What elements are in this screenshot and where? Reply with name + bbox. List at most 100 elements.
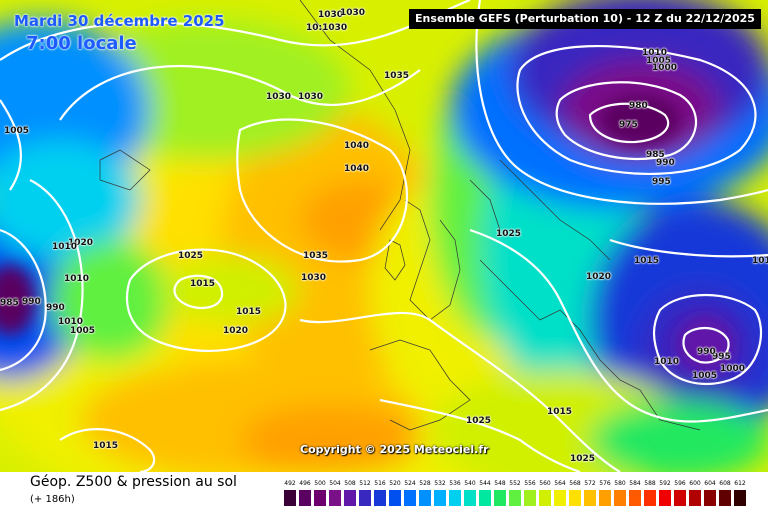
legend-color-swatch: [284, 490, 296, 506]
legend-value-label: 540: [464, 480, 476, 487]
legend-value-label: 532: [434, 480, 446, 487]
legend-value-label: 592: [659, 480, 671, 487]
isobar-label: 1010: [58, 317, 84, 327]
isobar-label: 985: [0, 298, 19, 308]
legend-value-label: 580: [614, 480, 626, 487]
legend-color-swatch: [614, 490, 626, 506]
isobar-label: 990: [656, 158, 675, 168]
legend-color-swatch: [569, 490, 581, 506]
isobar-label: 1030: [301, 273, 327, 283]
legend-color-swatch: [344, 490, 356, 506]
isobar-label: 1020: [68, 238, 94, 248]
isobar-label: 1030: [266, 92, 292, 102]
isobar-label: 1005: [4, 126, 30, 136]
isobar-label: 1020: [586, 272, 612, 282]
legend-value-label: 552: [509, 480, 521, 487]
legend-value-label: 492: [284, 480, 296, 487]
legend-color-swatch: [359, 490, 371, 506]
legend-color-swatch: [449, 490, 461, 506]
legend-value-label: 596: [674, 480, 686, 487]
legend-color-swatch: [599, 490, 611, 506]
geopotential-map: [0, 0, 768, 472]
isobar-label: 1010: [52, 242, 78, 252]
legend-color-swatch: [554, 490, 566, 506]
legend-color-swatch: [704, 490, 716, 506]
legend-value-label: 584: [629, 480, 641, 487]
legend-color-swatch: [419, 490, 431, 506]
z500-color-field: [0, 0, 768, 472]
isobar-label: 990: [697, 347, 716, 357]
legend-value-label: 564: [554, 480, 566, 487]
isobar-label: 1015: [93, 441, 119, 451]
isobar-label: 1030: [298, 92, 324, 102]
isobar-label: 1015: [236, 307, 262, 317]
legend-color-swatch: [299, 490, 311, 506]
legend-value-label: 608: [719, 480, 731, 487]
legend-value-label: 504: [329, 480, 341, 487]
legend-color-swatch: [509, 490, 521, 506]
legend-color-swatch: [524, 490, 536, 506]
legend-color-swatch: [719, 490, 731, 506]
isobar-label: 1005: [692, 371, 718, 381]
legend-color-swatch: [689, 490, 701, 506]
legend-color-swatch: [404, 490, 416, 506]
isobar-label: 990: [46, 303, 65, 313]
isobar-label: 1020: [223, 326, 249, 336]
legend-value-label: 528: [419, 480, 431, 487]
legend-value-label: 576: [599, 480, 611, 487]
isobar-label: 1025: [570, 454, 596, 464]
legend-color-swatch: [389, 490, 401, 506]
legend-value-label: 544: [479, 480, 491, 487]
isobar-label: 1010: [64, 274, 90, 284]
legend-value-label: 512: [359, 480, 371, 487]
isobar-label: 1040: [344, 141, 370, 151]
isobar-label: 1015: [190, 279, 216, 289]
legend-value-label: 524: [404, 480, 416, 487]
coastlines: [99, 0, 701, 431]
model-run-info: Ensemble GEFS (Perturbation 10) - 12 Z d…: [409, 9, 761, 29]
isobar-label: 1035: [384, 71, 410, 81]
legend-color-swatch: [314, 490, 326, 506]
legend-value-label: 612: [734, 480, 746, 487]
legend-value-label: 496: [299, 480, 311, 487]
legend-value-label: 560: [539, 480, 551, 487]
legend-color-swatch: [539, 490, 551, 506]
legend-value-label: 536: [449, 480, 461, 487]
legend-color-swatch: [494, 490, 506, 506]
legend-value-label: 568: [569, 480, 581, 487]
forecast-lead-time: (+ 186h): [30, 494, 75, 505]
legend-color-swatch: [659, 490, 671, 506]
legend-value-label: 516: [374, 480, 386, 487]
isobar-label: 990: [22, 297, 41, 307]
copyright-notice: Copyright © 2025 Meteociel.fr: [300, 443, 489, 456]
legend-color-swatch: [434, 490, 446, 506]
legend-value-label: 556: [524, 480, 536, 487]
legend-color-swatch: [329, 490, 341, 506]
legend-color-swatch: [674, 490, 686, 506]
isobar-label: 1025: [178, 251, 204, 261]
color-scale-legend: 492 496 500 504 508 512 516 520 524 528 532 536 540 5…: [284, 480, 752, 508]
forecast-date: Mardi 30 décembre 2025: [14, 12, 225, 30]
legend-color-swatch: [734, 490, 746, 506]
isobar-label: 1015: [547, 407, 573, 417]
forecast-local-time: 7:00 locale: [26, 33, 137, 54]
isobar-label: 1025: [496, 229, 522, 239]
isobar-label: 1005: [646, 56, 672, 66]
isobar-label: 995: [652, 177, 671, 187]
legend-value-label: 572: [584, 480, 596, 487]
isobar-label: 975: [619, 120, 638, 130]
isobar-label: 995: [712, 352, 731, 362]
legend-value-label: 508: [344, 480, 356, 487]
isobar-label: 1010: [654, 357, 680, 367]
isobar-label: 985: [646, 150, 665, 160]
isobar-label: 1030: [318, 10, 344, 20]
isobar-label: 980: [629, 101, 648, 111]
isobar-label: 1010: [642, 48, 668, 58]
legend-color-swatch: [374, 490, 386, 506]
legend-value-label: 604: [704, 480, 716, 487]
isobar-label: 1025: [466, 416, 492, 426]
isobar-label: 1030: [340, 8, 366, 18]
legend-value-label: 520: [389, 480, 401, 487]
isobar-label: 10:1030: [306, 23, 348, 33]
